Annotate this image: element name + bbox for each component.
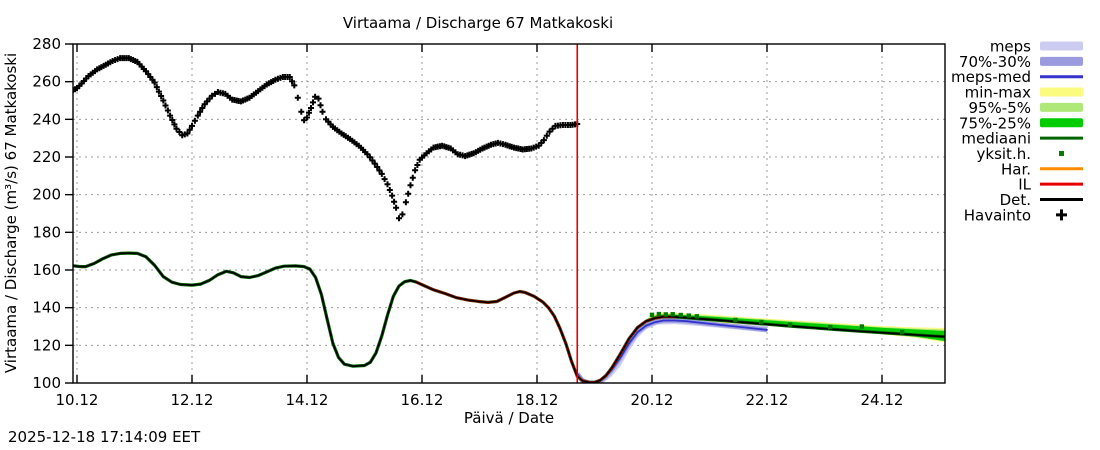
yksith-marker (649, 312, 655, 318)
y-tick-label: 180 (32, 223, 61, 241)
legend-item-il: IL (1018, 176, 1083, 194)
legend-label: Det. (1000, 191, 1031, 209)
yksith-marker (656, 311, 662, 317)
legend-item-meps-med: meps-med (951, 68, 1083, 86)
x-tick-label: 20.12 (631, 391, 674, 409)
legend-label: 70%-30% (959, 53, 1031, 71)
legend-item-havainto: Havainto (964, 206, 1067, 224)
legend-label: meps (990, 38, 1031, 56)
grid (73, 44, 945, 383)
series-line-mediaani (73, 251, 945, 383)
legend-plus-swatch (1056, 209, 1067, 221)
chart-title: Virtaama / Discharge 67 Matkakoski (343, 14, 613, 32)
legend-band-swatch (1040, 87, 1083, 97)
y-axis-title: Virtaama / Discharge (m³/s) 67 Matkakosk… (2, 53, 20, 373)
legend-band-swatch (1040, 118, 1083, 128)
yksith-marker (759, 319, 764, 325)
legend-band-swatch (1040, 102, 1083, 112)
legend: meps70%-30%meps-medmin-max95%-5%75%-25%m… (951, 38, 1083, 224)
legend-item-mediaani: mediaani (961, 130, 1083, 148)
y-tick-label: 240 (32, 110, 61, 128)
legend-item-yksit-h-: yksit.h. (977, 145, 1064, 163)
observation-plus-markers (73, 55, 581, 222)
legend-label: IL (1018, 176, 1031, 194)
yksith-marker (733, 317, 738, 323)
x-tick-label: 14.12 (286, 391, 329, 409)
legend-band-swatch (1040, 56, 1083, 66)
y-tick-label: 140 (32, 299, 61, 317)
y-tick-label: 120 (32, 336, 61, 354)
legend-item-min-max: min-max (965, 84, 1083, 102)
series-lines (73, 251, 945, 383)
legend-item-75-25-: 75%-25% (959, 114, 1083, 132)
x-tick-label: 10.12 (56, 391, 99, 409)
series-line-Det. (73, 252, 945, 383)
plot-frame (65, 43, 946, 384)
legend-label: 95%-5% (968, 99, 1031, 117)
legend-item-meps: meps (990, 38, 1083, 56)
legend-item-det-: Det. (1000, 191, 1083, 209)
legend-item-har-: Har. (1001, 160, 1083, 178)
legend-label: Havainto (964, 206, 1031, 224)
x-tick-label: 24.12 (861, 391, 904, 409)
yksith-marker (787, 322, 793, 327)
legend-label: min-max (965, 84, 1032, 102)
legend-label: mediaani (961, 130, 1031, 148)
yksith-marker (663, 312, 668, 317)
timestamp: 2025-12-18 17:14:09 EET (8, 428, 201, 446)
legend-label: meps-med (951, 68, 1031, 86)
axis-labels: 100 120 140 160 180 200 220 240 260 280 10.12 12.12… (32, 35, 903, 409)
legend-label: 75%-25% (959, 114, 1031, 132)
band-meps (578, 318, 767, 383)
legend-item-95-5-: 95%-5% (968, 99, 1083, 117)
x-tick-label: 18.12 (516, 391, 559, 409)
series-markers (73, 55, 905, 335)
plot-border (72, 43, 946, 384)
y-tick-label: 100 (32, 374, 61, 392)
yksith-marker (899, 329, 905, 335)
yksith-marker (828, 324, 833, 330)
legend-label: Har. (1001, 160, 1031, 178)
series-line-meps-med (576, 319, 768, 383)
yksith-marker (686, 313, 691, 318)
yksith-marker (670, 312, 675, 317)
y-tick-label: 280 (32, 35, 61, 53)
y-tick-label: 220 (32, 148, 61, 166)
legend-label: yksit.h. (977, 145, 1031, 163)
legend-item-70-30-: 70%-30% (959, 53, 1083, 71)
x-tick-label: 16.12 (401, 391, 444, 409)
x-tick-label: 22.12 (746, 391, 789, 409)
legend-band-swatch (1040, 41, 1083, 51)
y-tick-label: 160 (32, 261, 61, 279)
yksith-marker (678, 312, 683, 318)
y-tick-label: 260 (32, 73, 61, 91)
x-tick-label: 12.12 (171, 391, 214, 409)
legend-square-swatch (1059, 150, 1064, 156)
yksith-marker (694, 314, 700, 319)
yksith-marker (859, 324, 865, 329)
y-tick-label: 200 (32, 186, 61, 204)
x-axis-title: Päivä / Date (464, 409, 554, 427)
